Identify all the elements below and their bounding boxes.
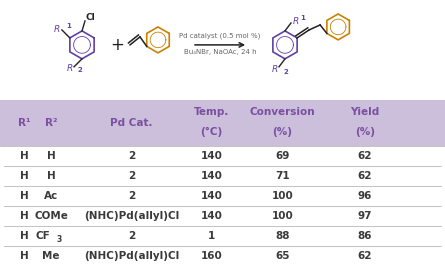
Text: 2: 2 [78, 67, 83, 73]
Text: 62: 62 [358, 171, 372, 181]
Text: $R$: $R$ [271, 63, 278, 74]
Text: H: H [20, 171, 29, 181]
Text: 2: 2 [128, 231, 135, 241]
Text: R¹: R¹ [18, 118, 31, 128]
Text: Pd catalyst (0.5 mol %): Pd catalyst (0.5 mol %) [179, 33, 261, 39]
Text: H: H [47, 171, 56, 181]
Text: R²: R² [45, 118, 57, 128]
Text: Conversion: Conversion [250, 107, 316, 117]
Text: (%): (%) [273, 127, 292, 137]
Text: 140: 140 [200, 171, 222, 181]
Text: $R$: $R$ [65, 62, 73, 73]
Text: H: H [20, 191, 29, 201]
Text: 2: 2 [283, 69, 288, 75]
Text: H: H [20, 151, 29, 161]
Text: 160: 160 [201, 251, 222, 261]
Text: 2: 2 [128, 171, 135, 181]
Text: H: H [47, 151, 56, 161]
Text: 1: 1 [66, 23, 71, 29]
Text: 65: 65 [275, 251, 290, 261]
Text: Me: Me [42, 251, 60, 261]
Text: 1: 1 [300, 15, 305, 21]
Text: Temp.: Temp. [194, 107, 229, 117]
Text: 86: 86 [358, 231, 372, 241]
Text: H: H [20, 251, 29, 261]
Text: 140: 140 [200, 211, 222, 221]
Text: 62: 62 [358, 251, 372, 261]
Text: CF: CF [36, 231, 51, 241]
Text: 62: 62 [358, 151, 372, 161]
Text: 2: 2 [128, 151, 135, 161]
Text: Cl: Cl [86, 14, 96, 22]
Text: Bu₄NBr, NaOAc, 24 h: Bu₄NBr, NaOAc, 24 h [184, 49, 256, 55]
Text: (%): (%) [355, 127, 375, 137]
Text: $R$: $R$ [292, 15, 299, 26]
Text: Yield: Yield [350, 107, 380, 117]
Text: 88: 88 [275, 231, 290, 241]
Text: 97: 97 [358, 211, 372, 221]
Text: 3: 3 [57, 235, 62, 244]
Text: COMe: COMe [34, 211, 68, 221]
Bar [0, 100, 445, 146]
Text: 140: 140 [200, 191, 222, 201]
Text: 96: 96 [358, 191, 372, 201]
Text: (NHC)Pd(allyl)Cl: (NHC)Pd(allyl)Cl [84, 251, 179, 261]
Text: 140: 140 [200, 151, 222, 161]
Text: 1: 1 [208, 231, 215, 241]
Text: +: + [110, 36, 124, 54]
Text: $R$: $R$ [53, 23, 61, 34]
Text: 71: 71 [275, 171, 290, 181]
Text: (NHC)Pd(allyl)Cl: (NHC)Pd(allyl)Cl [84, 211, 179, 221]
Text: 100: 100 [272, 211, 293, 221]
Text: (°C): (°C) [200, 127, 222, 137]
Text: 2: 2 [128, 191, 135, 201]
Text: 69: 69 [275, 151, 290, 161]
Text: Ac: Ac [44, 191, 58, 201]
Text: H: H [20, 211, 29, 221]
Text: 100: 100 [272, 191, 293, 201]
Text: Pd Cat.: Pd Cat. [110, 118, 153, 128]
Text: H: H [20, 231, 29, 241]
